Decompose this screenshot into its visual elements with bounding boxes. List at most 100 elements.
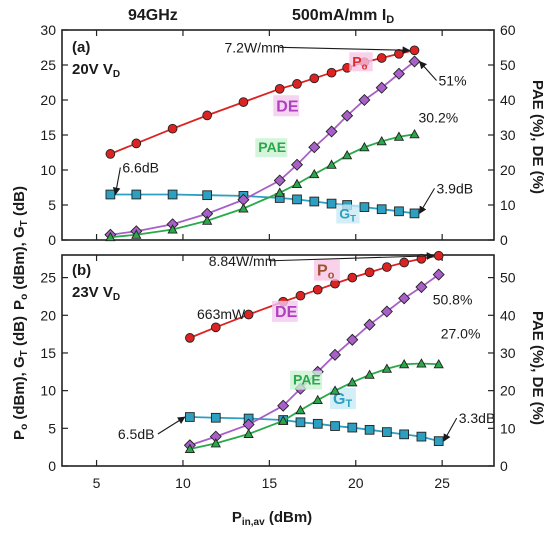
data-point-de (325, 125, 338, 138)
data-point-de (290, 158, 304, 171)
data-point-pae (131, 229, 142, 239)
data-point-de (392, 67, 405, 80)
annotation-label: 7.2W/mm (225, 39, 285, 55)
left-tick-label: 0 (48, 232, 56, 248)
data-point-gt (326, 198, 337, 209)
data-point-pae (312, 394, 323, 405)
data-point-gt (347, 422, 358, 433)
annotation-label: 27.0% (441, 325, 481, 341)
right-tick-label: 50 (500, 57, 516, 73)
data-point-pae (274, 187, 285, 197)
series-label-highlight (290, 370, 323, 390)
data-point-pae (291, 178, 303, 188)
data-point-po (105, 149, 116, 159)
data-point-pae (105, 231, 116, 242)
left-axis-title: Po (dBm), GT (dB) (11, 186, 30, 310)
data-point-de (415, 280, 428, 294)
data-point-pae (184, 443, 196, 454)
bias-current-label: 500mA/mm ID (292, 7, 394, 26)
right-tick-label: 60 (500, 22, 516, 38)
data-point-de (277, 399, 290, 412)
left-tick-label: 20 (40, 307, 56, 323)
data-point-gt (309, 196, 320, 207)
data-point-pae (341, 149, 353, 160)
right-tick-label: 40 (500, 307, 516, 323)
annotation-arrow (419, 188, 435, 215)
data-point-pae (359, 141, 370, 152)
data-point-gt (131, 189, 142, 200)
series-label-de: DE (275, 304, 298, 321)
data-point-pae (398, 358, 410, 369)
data-point-gt (210, 412, 221, 423)
data-point-po (131, 138, 142, 149)
data-point-gt (409, 208, 420, 219)
series-label-highlight (314, 259, 340, 281)
data-point-pae (201, 215, 213, 225)
data-point-po (210, 322, 221, 333)
left-tick-label: 20 (40, 92, 56, 108)
annotation-label: 3.3dB (459, 410, 496, 426)
data-point-pae (243, 428, 254, 438)
data-point-po (394, 48, 404, 59)
left-tick-label: 10 (40, 162, 56, 178)
data-point-po (274, 83, 285, 94)
right-tick-label: 30 (500, 127, 516, 143)
plot-frame (61, 254, 495, 467)
series-label-pae: PAE (258, 139, 286, 155)
data-point-gt (399, 429, 409, 440)
annotation-label: 51% (439, 73, 467, 89)
data-point-po (433, 250, 444, 261)
x-tick-label: 20 (348, 475, 364, 491)
data-point-po (409, 45, 420, 56)
data-point-pae (295, 404, 306, 415)
left-tick-label: 25 (40, 270, 56, 286)
left-tick-label: 15 (40, 127, 56, 143)
data-point-po (312, 284, 323, 295)
data-point-de (432, 268, 445, 281)
bias-condition-label: 20V VD (72, 61, 120, 80)
data-point-pae (167, 224, 178, 234)
data-point-de (346, 333, 359, 346)
data-point-gt (376, 204, 387, 215)
data-point-gt (359, 202, 370, 212)
x-tick-label: 10 (175, 475, 191, 491)
data-point-gt (433, 436, 444, 446)
data-point-po (376, 53, 387, 63)
data-point-pae (409, 128, 420, 139)
data-point-po (309, 73, 320, 84)
data-point-gt (105, 189, 116, 200)
annotation-arrow (443, 417, 458, 442)
annotation-label: 663mW (197, 306, 246, 322)
data-point-de (375, 81, 388, 94)
right-tick-label: 10 (500, 197, 516, 213)
series-label-highlight (349, 52, 373, 72)
data-point-pae (347, 377, 358, 387)
annotation-label: 50.8% (433, 292, 473, 308)
series-label-po: Po (352, 53, 367, 72)
data-point-pae (278, 415, 289, 425)
data-point-po (292, 79, 302, 89)
right-tick-label: 10 (500, 420, 516, 436)
series-label-po: Po (317, 263, 335, 282)
data-point-pae (416, 358, 427, 368)
data-point-gt (312, 418, 323, 429)
data-point-gt (394, 206, 404, 217)
left-tick-label: 0 (48, 458, 56, 474)
right-axis-title-lower: PAE (%), DE (%) (529, 311, 546, 425)
series-label-gt: GT (339, 206, 356, 225)
data-point-de (328, 348, 342, 361)
data-point-de (363, 318, 376, 331)
right-tick-label: 0 (500, 232, 508, 248)
series-label-gt: GT (333, 391, 352, 410)
data-point-pae (309, 168, 320, 179)
panel-a: 0 5 10 15 20 25 30 0 10 20 30 40 50 60 (a) 20V VD Po GT DE… (40, 22, 515, 248)
data-point-po (399, 257, 409, 268)
panel-label: (a) (72, 39, 90, 56)
series-label-de: DE (276, 98, 299, 115)
data-point-pae (238, 203, 249, 213)
data-point-gt (167, 189, 178, 200)
data-point-de (273, 174, 286, 187)
series-label-highlight (255, 138, 288, 158)
data-point-po (243, 309, 254, 320)
